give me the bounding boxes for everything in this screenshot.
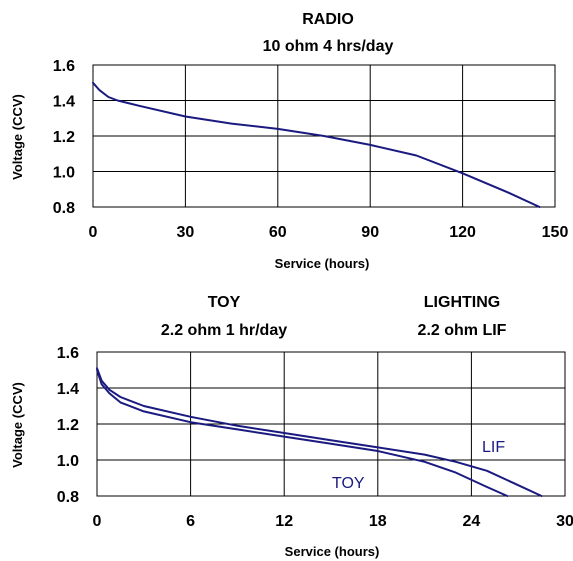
radio-y-axis-label: Voltage (CCV)	[10, 94, 25, 180]
toy-x-axis-label: Service (hours)	[285, 544, 380, 559]
toy-y-tick-label: 1.6	[57, 345, 79, 362]
radio-y-tick-label: 1.0	[53, 165, 75, 182]
radio-y-tick-label: 1.2	[53, 129, 75, 146]
toy-series-line-toy	[96, 369, 509, 497]
toy-x-tick-label: 30	[556, 513, 573, 530]
toy-x-tick-label: 24	[463, 513, 481, 530]
lighting-chart-subtitle: 2.2 ohm LIF	[418, 322, 507, 339]
radio-x-tick-label: 90	[361, 224, 379, 241]
radio-series-line-series-0	[92, 81, 541, 208]
radio-x-tick-label: 0	[89, 224, 98, 241]
radio-y-tick-label: 1.6	[53, 58, 75, 75]
radio-tick-labels: 0 30 60 90 120 150 0.8 1.0 1.2 1.4 1.6	[53, 58, 569, 241]
radio-chart-subtitle: 10 ohm 4 hrs/day	[263, 38, 394, 55]
toy-y-tick-label: 1.4	[57, 381, 79, 398]
toy-lighting-chart: TOY 2.2 ohm 1 hr/day LIGHTING 2.2 ohm LI…	[10, 294, 573, 559]
series-label-toy: TOY	[332, 475, 365, 492]
radio-x-tick-label: 120	[449, 224, 476, 241]
toy-x-tick-label: 12	[275, 513, 293, 530]
radio-x-axis-label: Service (hours)	[275, 256, 370, 271]
toy-tick-labels: 0 6 12 18 24 30 0.8 1.0 1.2 1.4 1.6	[57, 345, 573, 530]
toy-series-line-lif	[96, 367, 543, 497]
radio-chart: RADIO 10 ohm 4 hrs/day Voltage (CCV) Ser…	[10, 11, 568, 271]
toy-chart-title: TOY	[208, 294, 241, 311]
radio-x-tick-label: 150	[542, 224, 569, 241]
radio-chart-title: RADIO	[302, 11, 354, 28]
lighting-chart-title: LIGHTING	[424, 294, 500, 311]
toy-x-tick-label: 18	[369, 513, 387, 530]
radio-y-tick-label: 0.8	[53, 200, 75, 217]
toy-y-tick-label: 1.0	[57, 453, 79, 470]
toy-grid	[96, 351, 566, 497]
radio-x-tick-label: 60	[269, 224, 287, 241]
radio-y-tick-label: 1.4	[53, 94, 75, 111]
toy-series-lines	[96, 367, 543, 497]
radio-grid	[92, 64, 556, 208]
toy-y-tick-label: 1.2	[57, 417, 79, 434]
series-label-lif: LIF	[482, 439, 505, 456]
toy-y-axis-label: Voltage (CCV)	[10, 382, 25, 468]
toy-x-tick-label: 0	[93, 513, 102, 530]
radio-x-tick-label: 30	[177, 224, 195, 241]
toy-x-tick-label: 6	[186, 513, 195, 530]
toy-y-tick-label: 0.8	[57, 489, 79, 506]
radio-series-lines	[92, 81, 541, 208]
toy-chart-subtitle: 2.2 ohm 1 hr/day	[161, 322, 287, 339]
